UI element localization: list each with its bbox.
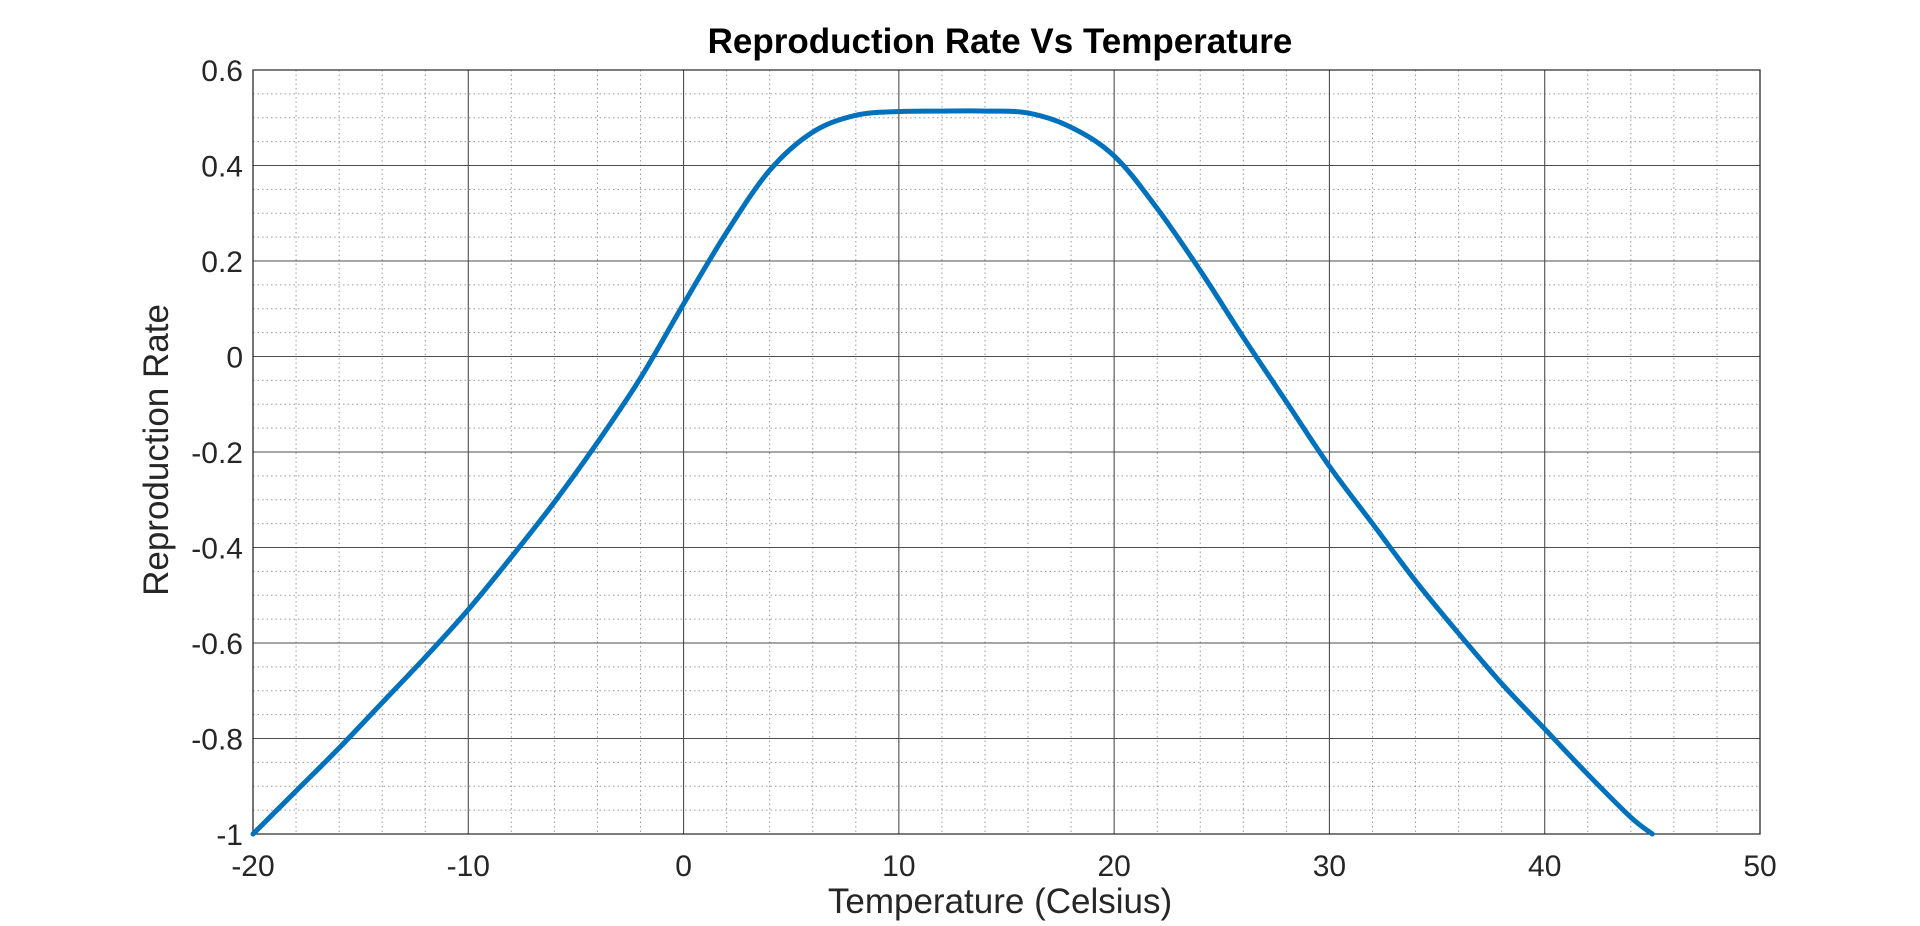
y-tick-label: -0.2 [191, 437, 243, 470]
y-tick-label: 0.2 [201, 246, 243, 279]
chart-title: Reproduction Rate Vs Temperature [708, 22, 1293, 61]
x-tick-label: 20 [1097, 850, 1130, 883]
series-line [250, 108, 1655, 837]
x-tick-label: -10 [447, 850, 490, 883]
y-tick-label: -1 [216, 819, 243, 852]
x-tick-label: 40 [1528, 850, 1561, 883]
y-tick-label: 0 [226, 342, 243, 375]
x-tick-label: 0 [675, 850, 692, 883]
x-tick-label: 50 [1743, 850, 1776, 883]
y-tick-label: -0.4 [191, 533, 243, 566]
x-tick-label: 30 [1313, 850, 1346, 883]
x-tick-label: -20 [231, 850, 274, 883]
y-tick-label: 0.4 [201, 151, 243, 184]
minor-grid [253, 70, 1760, 834]
x-tick-label: 10 [882, 850, 915, 883]
x-axis-label: Temperature (Celsius) [828, 882, 1172, 921]
y-tick-label: -0.8 [191, 724, 243, 757]
plot-frame [252, 69, 1761, 835]
x-axis-ticks: -20 -10 0 10 20 30 40 50 [231, 850, 1776, 883]
y-tick-label: -0.6 [191, 628, 243, 661]
y-tick-label: 0.6 [201, 55, 243, 88]
y-axis-label: Reproduction Rate [137, 304, 176, 596]
y-axis-ticks: -1 -0.8 -0.6 -0.4 -0.2 0 0.2 0.4 0.6 [191, 55, 243, 852]
